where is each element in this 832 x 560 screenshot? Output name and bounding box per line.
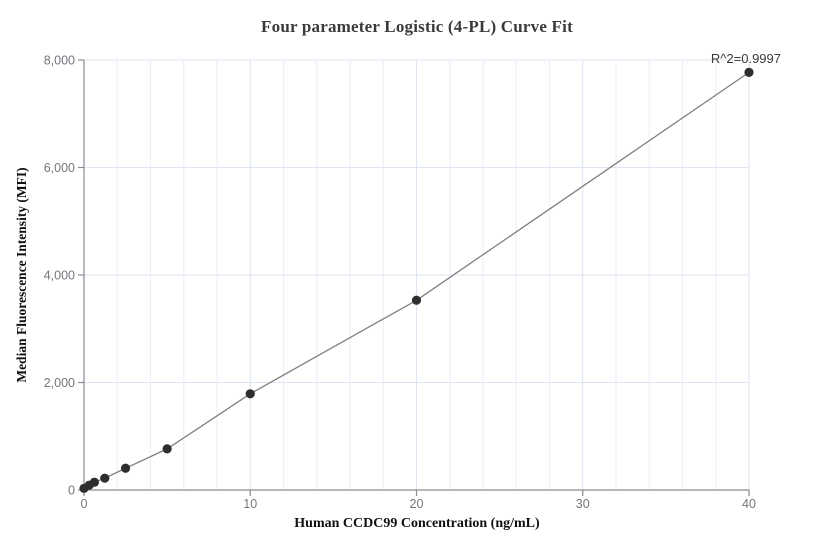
x-tick-label: 10 [243, 497, 257, 511]
data-point [162, 444, 172, 454]
chart-title: Four parameter Logistic (4-PL) Curve Fit [261, 17, 573, 36]
data-point [120, 463, 131, 473]
y-tick-label: 0 [68, 484, 75, 498]
x-tick-label: 40 [742, 497, 756, 511]
y-axis-label: Median Fluorescence Intensity (MFI) [14, 167, 29, 383]
x-tick-label: 20 [410, 497, 424, 511]
y-tick-label: 8,000 [44, 54, 75, 68]
data-point [89, 477, 99, 487]
y-tick-label: 2,000 [44, 376, 75, 390]
y-tick-label: 4,000 [44, 269, 75, 283]
data-point [245, 389, 255, 399]
y-tick-label: 6,000 [44, 161, 75, 175]
x-tick-label: 0 [81, 497, 88, 511]
x-tick-label: 30 [576, 497, 590, 511]
r-squared-annotation: R^2=0.9997 [710, 51, 781, 66]
data-point [744, 67, 754, 77]
data-point [100, 473, 110, 483]
x-axis-label: Human CCDC99 Concentration (ng/mL) [294, 516, 540, 531]
data-point [411, 295, 422, 305]
